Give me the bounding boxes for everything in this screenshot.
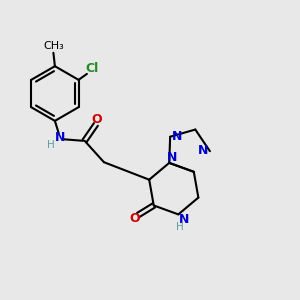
Text: N: N [167,151,177,164]
Text: Cl: Cl [85,62,99,75]
Text: H: H [176,222,184,232]
Text: H: H [47,140,55,150]
Text: CH₃: CH₃ [43,41,64,51]
Text: O: O [129,212,140,225]
Text: N: N [172,130,182,142]
Text: O: O [91,113,102,126]
Text: N: N [55,131,65,144]
Text: N: N [198,144,208,157]
Text: N: N [178,213,189,226]
